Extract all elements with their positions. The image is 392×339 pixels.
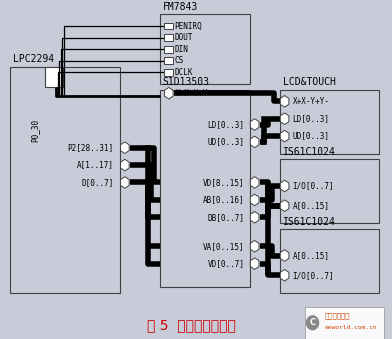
Bar [45,66,63,87]
Text: A[0..15]: A[0..15] [292,251,330,260]
Text: P2[28..31]: P2[28..31] [67,143,114,152]
Bar [160,14,250,84]
Text: VD[8..15]: VD[8..15] [203,178,245,187]
Bar [160,90,250,287]
Text: FM7843: FM7843 [163,2,198,12]
Text: DIN: DIN [175,45,189,54]
Bar [164,22,173,29]
Polygon shape [280,250,289,261]
Polygon shape [120,159,129,171]
Text: A[1..17]: A[1..17] [77,161,114,170]
Text: P0_30: P0_30 [31,119,40,142]
Polygon shape [250,258,259,270]
Polygon shape [280,180,289,192]
Text: I/O[0..7]: I/O[0..7] [292,181,334,191]
Polygon shape [164,87,173,99]
Text: LD[0..3]: LD[0..3] [292,114,330,123]
Text: UD[0..3]: UD[0..3] [208,137,245,146]
Text: eeworld.com.cn: eeworld.com.cn [325,325,377,330]
Bar [164,69,173,76]
Text: 图 5  硬件连接原理图: 图 5 硬件连接原理图 [147,318,236,332]
Text: D[0..7]: D[0..7] [82,178,114,187]
Text: LPC2294: LPC2294 [13,54,54,64]
Text: DB[0..7]: DB[0..7] [208,213,245,222]
Text: C: C [309,318,316,327]
Bar [10,66,120,293]
Text: A[0..15]: A[0..15] [292,201,330,210]
Text: CS: CS [175,56,184,65]
Text: S1D13503: S1D13503 [163,77,210,87]
Polygon shape [250,212,259,223]
Polygon shape [120,177,129,188]
Text: X+X-Y+Y-: X+X-Y+Y- [292,97,330,106]
Text: I/O[0..7]: I/O[0..7] [292,271,334,280]
Polygon shape [280,113,289,124]
Text: VA[0..15]: VA[0..15] [203,242,245,251]
Text: IS61C1024: IS61C1024 [283,147,336,157]
Polygon shape [250,177,259,188]
Polygon shape [250,136,259,148]
Bar [279,90,379,154]
Text: IS61C1024: IS61C1024 [283,217,336,226]
Text: LCD&TOUCH: LCD&TOUCH [283,77,336,87]
Text: DOUT: DOUT [175,33,193,42]
Text: UD[0..3]: UD[0..3] [292,132,330,141]
Bar [279,159,379,223]
Text: X+X-Y+Y-: X+X-Y+Y- [176,89,213,98]
Text: PENIRQ: PENIRQ [175,21,203,31]
Polygon shape [250,194,259,206]
Circle shape [307,316,319,330]
Text: AB[0..16]: AB[0..16] [203,195,245,204]
FancyBboxPatch shape [305,306,385,339]
Bar [164,34,173,41]
Text: LD[0..3]: LD[0..3] [208,120,245,129]
Polygon shape [280,96,289,107]
Polygon shape [280,200,289,212]
Bar [164,57,173,64]
Polygon shape [280,130,289,142]
Bar [279,229,379,293]
Polygon shape [280,270,289,281]
Text: DCLK: DCLK [175,68,193,77]
Polygon shape [250,119,259,130]
Text: 电子工程世界: 电子工程世界 [325,313,350,319]
Bar [164,46,173,53]
Polygon shape [120,142,129,154]
Text: VD[0..7]: VD[0..7] [208,259,245,268]
Polygon shape [250,240,259,252]
